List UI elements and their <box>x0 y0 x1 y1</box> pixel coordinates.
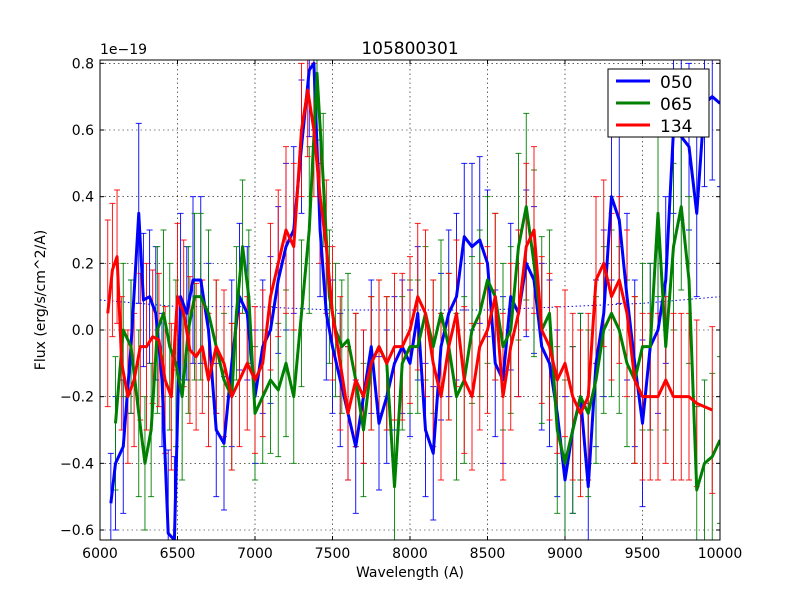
x-tick-label: 9000 <box>547 546 583 562</box>
series-line-134 <box>106 88 713 415</box>
plot-content <box>100 60 720 540</box>
x-axis: 6000 6500 7000 7500 8000 8500 9000 9500 10000 <box>82 60 742 562</box>
x-tick-label: 6500 <box>160 546 196 562</box>
x-tick-label: 9500 <box>625 546 661 562</box>
y-tick-label: −0.2 <box>60 390 94 406</box>
y-tick-label: −0.4 <box>60 456 94 472</box>
x-axis-label: Wavelength (A) <box>356 565 464 581</box>
x-tick-label: 7500 <box>315 546 351 562</box>
x-tick-label: 10000 <box>698 546 743 562</box>
y-tick-label: 0.2 <box>72 256 94 272</box>
x-tick-label: 6000 <box>82 546 118 562</box>
x-tick-label: 7000 <box>237 546 273 562</box>
y-tick-label: −0.6 <box>60 523 94 539</box>
y-tick-label: 0.6 <box>72 123 94 139</box>
legend: 050 065 134 <box>607 68 710 138</box>
legend-label-134: 134 <box>660 117 692 137</box>
y-axis-label: Flux (erg/s/cm^2/A) <box>33 230 49 370</box>
y-tick-label: 0.4 <box>72 190 94 206</box>
legend-label-050: 050 <box>660 73 692 93</box>
legend-label-065: 065 <box>660 95 692 115</box>
y-axis: −0.6 −0.4 −0.2 0.0 0.2 0.4 0.6 0.8 <box>60 56 720 539</box>
chart-title: 105800301 <box>361 39 458 59</box>
y-offset-text: 1e−19 <box>100 42 147 58</box>
y-tick-label: 0.0 <box>72 323 94 339</box>
series-line-065 <box>114 71 720 492</box>
y-tick-label: 0.8 <box>72 56 94 72</box>
reference-curve <box>100 296 720 311</box>
x-tick-label: 8000 <box>392 546 428 562</box>
x-tick-label: 8500 <box>470 546 506 562</box>
